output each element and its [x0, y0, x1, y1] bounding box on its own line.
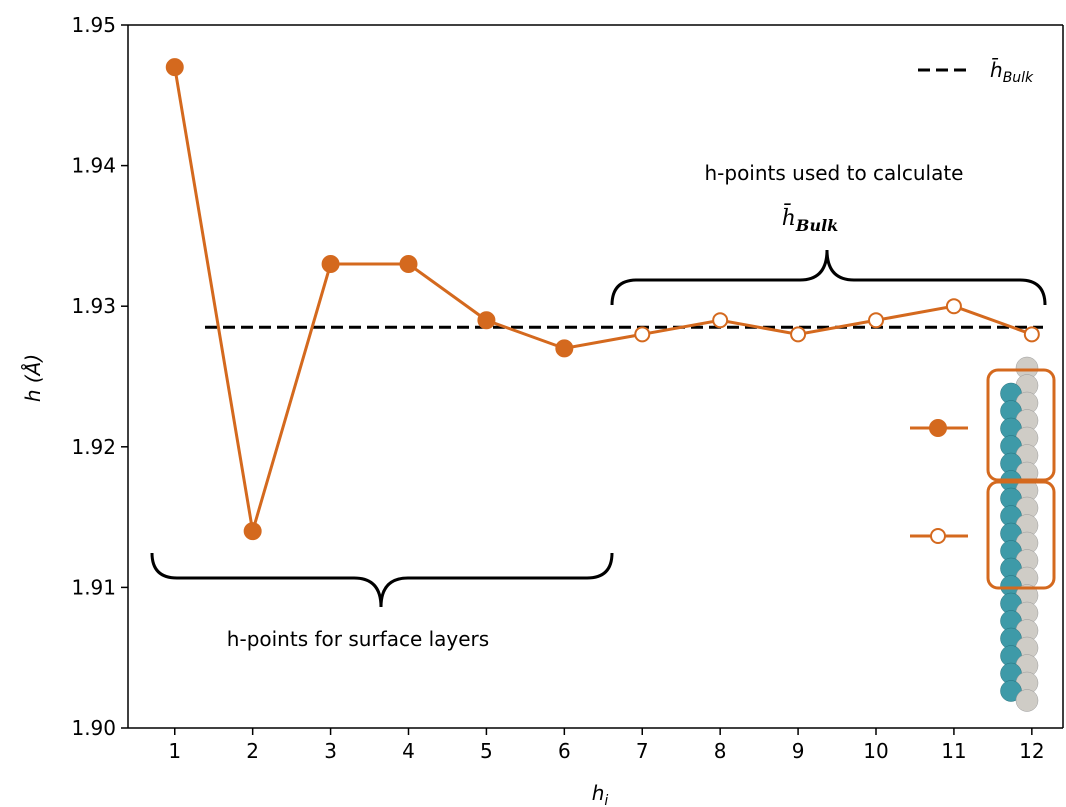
data-point	[712, 312, 729, 329]
inset-structure	[910, 356, 1056, 712]
data-point	[165, 58, 184, 77]
x-axis-label: hi	[592, 781, 609, 807]
legend-sub: Bulk	[1003, 70, 1034, 86]
brace-bulk	[610, 249, 1047, 306]
legend-base: h̄	[990, 57, 1003, 82]
x-tick-label: 3	[324, 739, 337, 763]
y-tick-label: 1.94	[71, 154, 116, 178]
x-tick-label: 1	[168, 739, 181, 763]
x-tick-label: 4	[402, 739, 415, 763]
annotation-symbol: h̄Bulk	[782, 203, 839, 235]
x-label-sub: i	[604, 793, 608, 807]
bracket-box	[986, 368, 1056, 482]
symbol-base: h̄	[782, 203, 796, 231]
x-tick-label: 5	[480, 739, 493, 763]
data-point	[945, 298, 962, 315]
annotation: h-points for surface layers	[227, 627, 489, 651]
bracket-box	[986, 480, 1056, 590]
data-line	[173, 66, 1033, 532]
data-point	[790, 326, 807, 343]
x-tick-label: 11	[941, 739, 966, 763]
x-tick-label: 12	[1019, 739, 1044, 763]
marker-key	[930, 528, 946, 544]
plot: 1.901.911.921.931.941.951 2 3 4 5 6 7 8 9 10 11 12h…	[21, 13, 1064, 807]
y-label-unit: (Å)	[21, 354, 45, 383]
y-label-base: h	[21, 389, 45, 402]
brace-surface	[150, 552, 614, 608]
x-tick-label: 2	[246, 739, 259, 763]
data-point	[399, 255, 418, 274]
y-axis-label: h (Å)	[21, 354, 45, 402]
data-point	[1023, 326, 1040, 343]
data-point	[634, 326, 651, 343]
symbol-sub: Bulk	[795, 216, 838, 235]
data-point	[477, 311, 496, 330]
marker-key	[929, 419, 947, 437]
x-tick-label: 9	[792, 739, 805, 763]
y-tick-label: 1.92	[71, 435, 116, 459]
legend-label: h̄Bulk	[990, 57, 1034, 86]
annotation: h-points used to calculate	[704, 161, 963, 185]
data-point	[555, 339, 574, 358]
x-tick-label: 8	[714, 739, 727, 763]
y-tick-label: 1.95	[71, 13, 116, 37]
data-point	[321, 255, 340, 274]
x-tick-label: 10	[863, 739, 888, 763]
x-label-base: h	[592, 781, 605, 805]
atom	[1015, 689, 1039, 712]
y-tick-label: 1.91	[71, 575, 116, 599]
y-tick-label: 1.90	[71, 716, 116, 740]
x-tick-label: 6	[558, 739, 571, 763]
x-tick-label: 7	[636, 739, 649, 763]
y-tick-label: 1.93	[71, 294, 116, 318]
data-point	[243, 522, 262, 541]
data-point	[868, 312, 884, 329]
